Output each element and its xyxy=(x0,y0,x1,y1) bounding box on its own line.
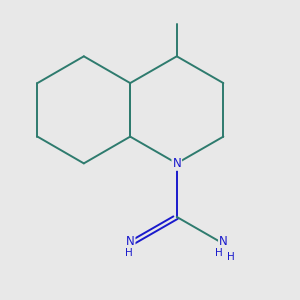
Text: N: N xyxy=(126,235,135,248)
Text: H: H xyxy=(227,251,235,262)
Text: N: N xyxy=(219,235,228,248)
Text: N: N xyxy=(172,157,181,170)
Text: H: H xyxy=(215,248,223,258)
Text: H: H xyxy=(125,248,133,258)
